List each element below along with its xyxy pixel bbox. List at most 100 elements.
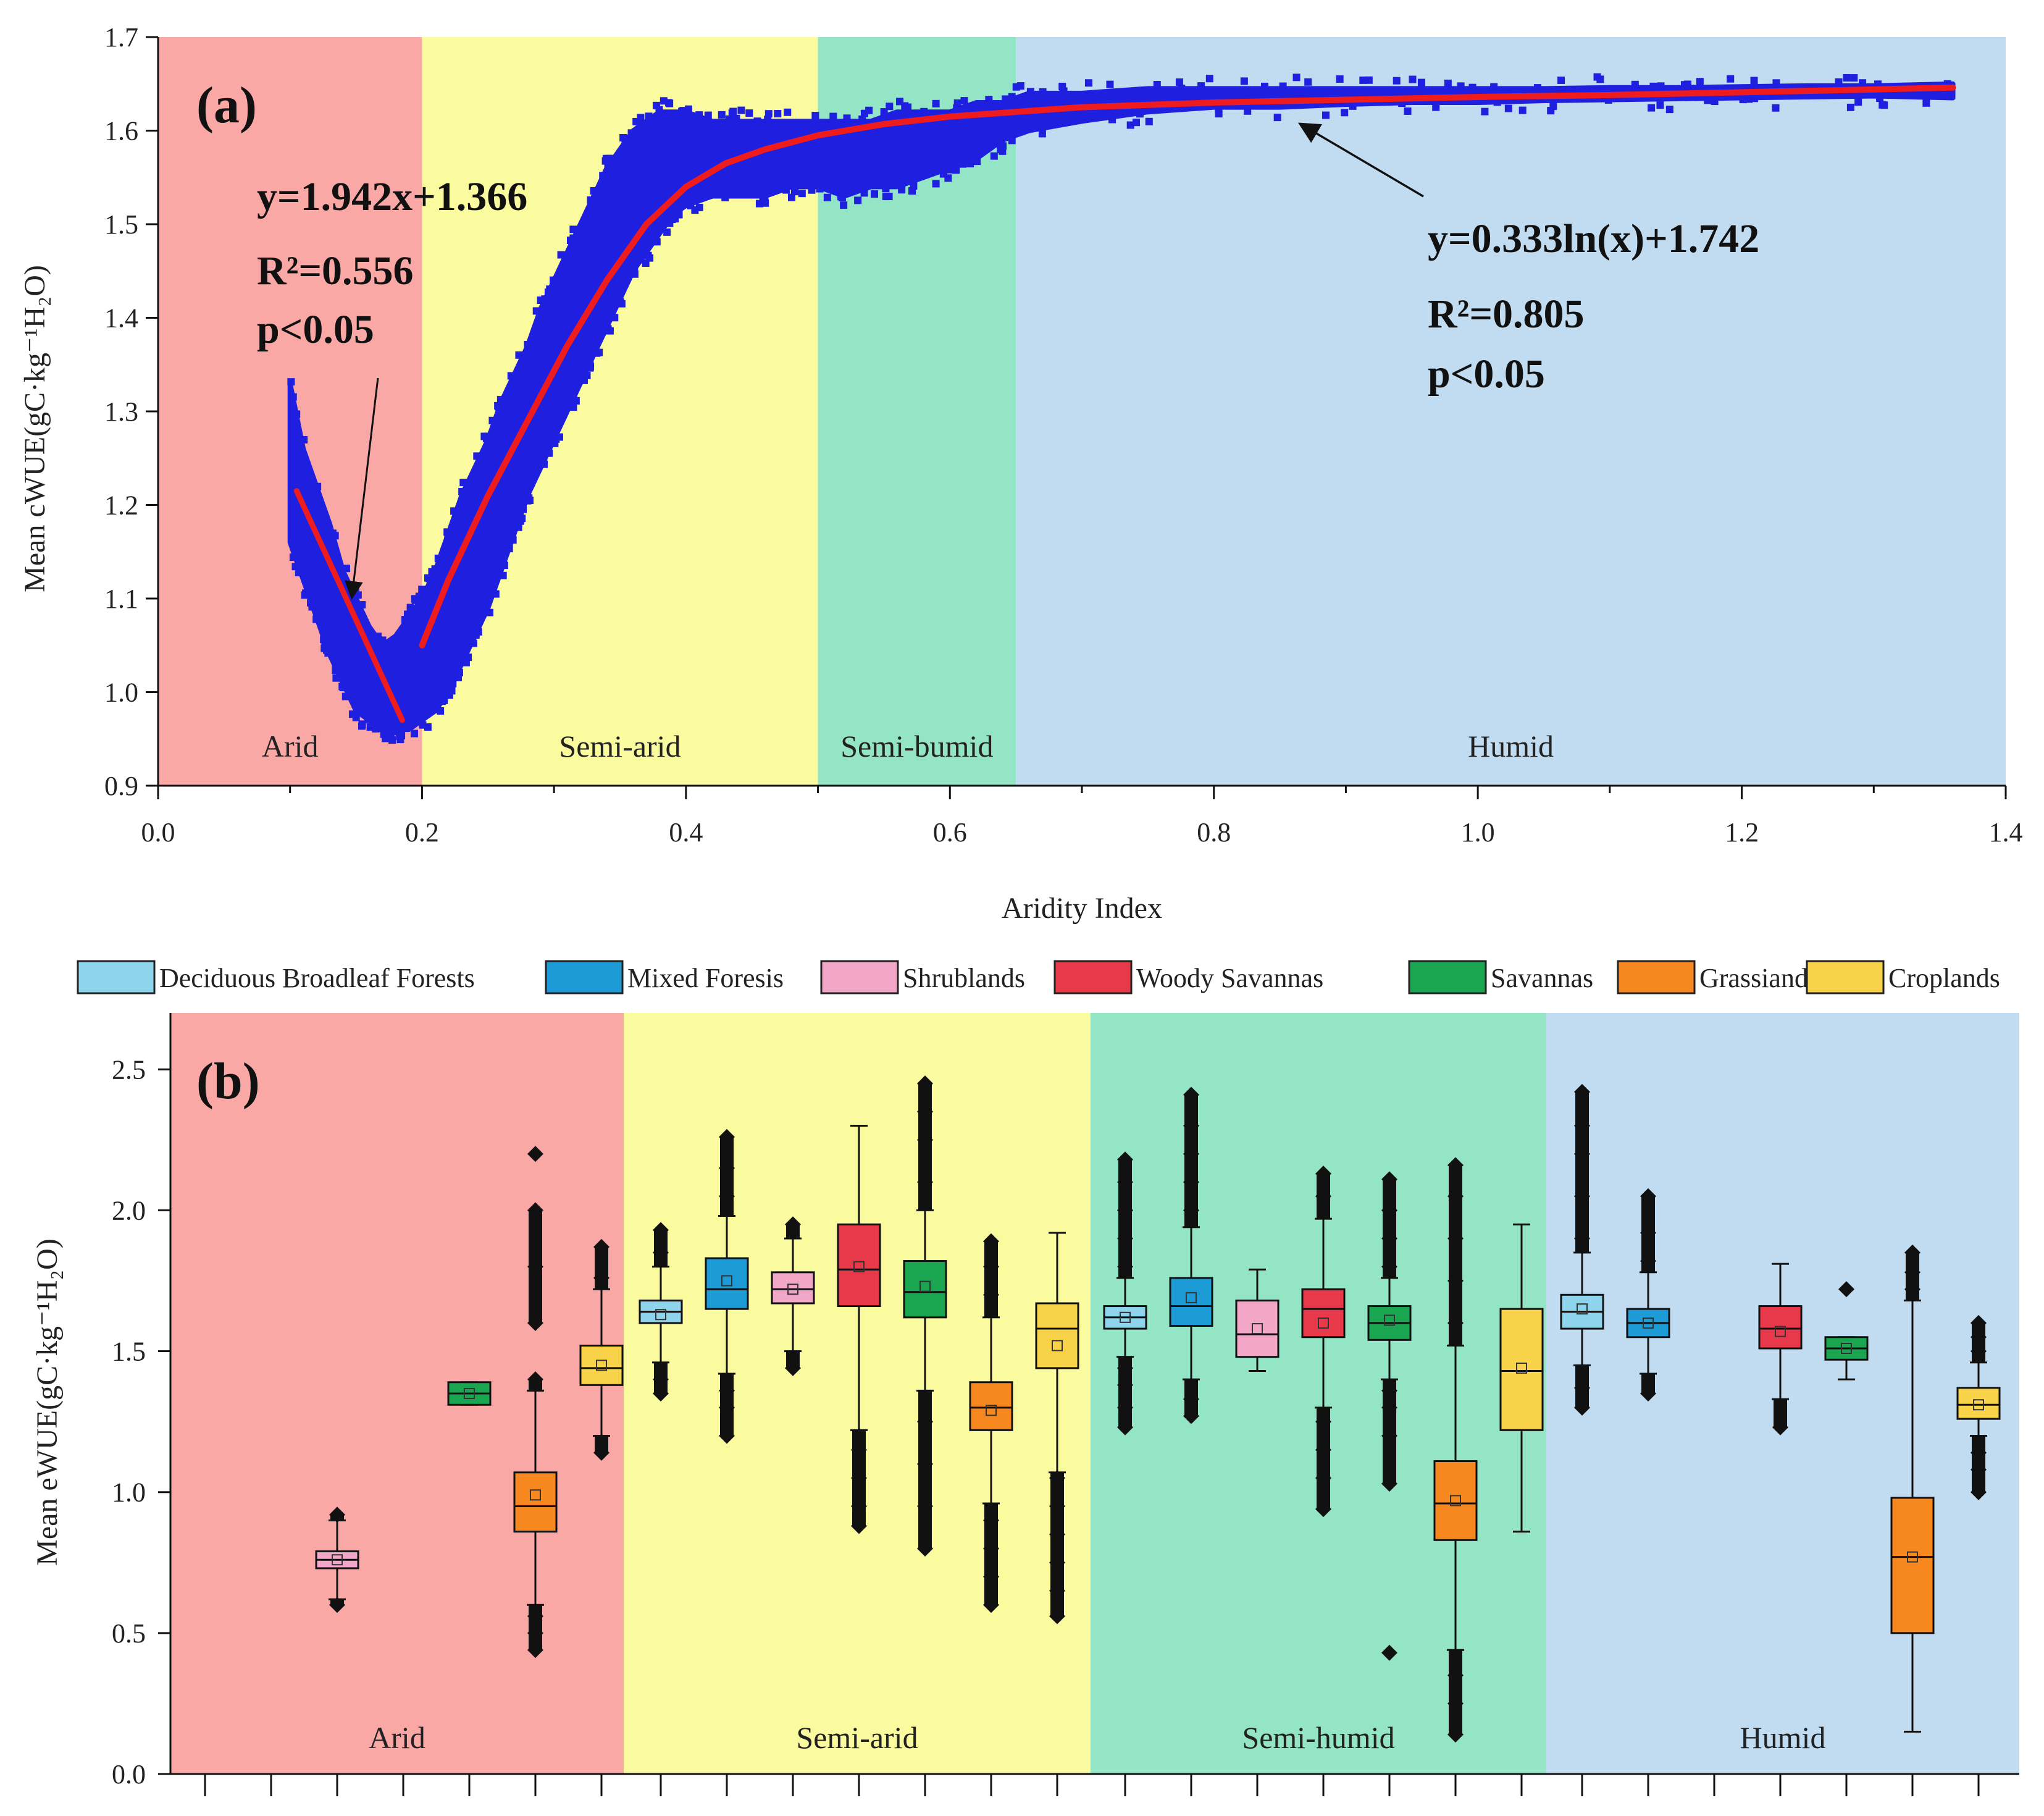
scatter-point bbox=[1178, 85, 1186, 93]
legend-label: Shrublands bbox=[903, 963, 1025, 993]
box-iqr bbox=[1035, 1302, 1079, 1369]
scatter-point bbox=[646, 254, 654, 262]
scatter-point bbox=[637, 114, 645, 122]
box-outlier bbox=[1838, 1281, 1854, 1298]
scatter-point bbox=[1432, 103, 1440, 111]
scatter-point bbox=[1336, 75, 1344, 83]
scatter-point bbox=[507, 372, 515, 380]
scatter-point bbox=[485, 608, 493, 616]
scatter-point bbox=[1711, 98, 1719, 106]
scatter-point bbox=[341, 692, 350, 700]
scatter-point bbox=[603, 157, 611, 165]
scatter-point bbox=[621, 137, 629, 145]
scatter-point bbox=[684, 105, 692, 113]
legend-item: Grassiands bbox=[1617, 960, 1819, 994]
scatter-point bbox=[1665, 106, 1673, 114]
scatter-point bbox=[1244, 107, 1252, 115]
legend-item: Mixed Foresis bbox=[545, 960, 784, 994]
legend-swatch bbox=[545, 960, 624, 994]
scatter-point bbox=[1136, 110, 1144, 118]
panel-a-annotations: y=1.942x+1.366 R²=0.556 p<0.05 y=0.333ln(x)… bbox=[257, 122, 1759, 600]
scatter-point bbox=[1704, 96, 1712, 104]
panel-a-zone-label: Arid bbox=[262, 729, 319, 763]
scatter-point bbox=[1843, 74, 1851, 82]
scatter-point bbox=[314, 482, 322, 490]
scatter-point bbox=[985, 96, 993, 104]
scatter-point bbox=[469, 639, 477, 647]
scatter-point bbox=[569, 403, 577, 411]
scatter-point bbox=[519, 352, 527, 360]
panel-b-zone-semi-humid bbox=[1091, 1013, 1546, 1774]
scatter-point bbox=[606, 327, 614, 335]
scatter-point bbox=[787, 193, 795, 201]
scatter-point bbox=[295, 569, 303, 577]
box-iqr bbox=[969, 1381, 1013, 1431]
scatter-point bbox=[1058, 82, 1066, 90]
scatter-point bbox=[1557, 76, 1565, 84]
y-tick-label: 0.9 bbox=[104, 771, 138, 801]
scatter-point bbox=[339, 683, 347, 691]
legend-label: Savannas bbox=[1491, 963, 1593, 993]
scatter-point bbox=[1656, 101, 1664, 109]
scatter-point bbox=[858, 115, 866, 123]
panel-b-axes: 0.0 0.5 1.0 1.5 2.0 2.5 bbox=[112, 1013, 2019, 1796]
scatter-point bbox=[1468, 83, 1476, 91]
box-mean bbox=[1052, 1340, 1063, 1351]
scatter-point bbox=[1657, 82, 1665, 90]
x-tick-label: 0.4 bbox=[669, 817, 703, 847]
scatter-point bbox=[342, 565, 350, 573]
y-tick-label: 2.0 bbox=[112, 1195, 146, 1225]
scatter-point bbox=[1518, 106, 1527, 114]
panel-a-x-axis-title: Aridity Index bbox=[1002, 892, 1162, 925]
scatter-point bbox=[838, 193, 846, 201]
box-savannas bbox=[1367, 1171, 1412, 1661]
scatter-point bbox=[764, 116, 772, 124]
scatter-point bbox=[406, 603, 414, 612]
scatter-point bbox=[1880, 101, 1888, 109]
scatter-point bbox=[687, 201, 695, 209]
box-iqr bbox=[1890, 1497, 1935, 1634]
scatter-point bbox=[840, 201, 848, 209]
scatter-point bbox=[728, 109, 736, 117]
y-tick-label: 1.0 bbox=[104, 678, 138, 708]
scatter-point bbox=[627, 129, 635, 137]
regression-annotation-linear: y=1.942x+1.366 bbox=[257, 174, 527, 219]
scatter-point bbox=[1596, 75, 1604, 83]
panel-b-y-axis-title: Mean eWUE(gC·kg⁻¹H₂O) bbox=[31, 1238, 64, 1566]
box-mean bbox=[655, 1309, 666, 1321]
scatter-point bbox=[398, 731, 406, 739]
box-grassiands bbox=[1433, 1157, 1478, 1743]
scatter-point bbox=[555, 433, 563, 441]
scatter-point bbox=[492, 590, 500, 598]
scatter-point bbox=[541, 295, 549, 303]
scatter-point bbox=[449, 679, 457, 687]
scatter-point bbox=[1002, 95, 1010, 103]
scatter-point bbox=[1084, 79, 1092, 87]
scatter-point bbox=[321, 640, 329, 648]
scatter-point bbox=[1846, 103, 1854, 111]
scatter-point bbox=[289, 553, 297, 561]
box-deciduous-broadleaf-forests bbox=[1103, 1151, 1147, 1436]
legend-label: Woody Savannas bbox=[1136, 963, 1323, 993]
box-savannas bbox=[447, 1381, 492, 1406]
box-grassiands bbox=[1890, 1244, 1935, 1733]
scatter-point bbox=[1859, 79, 1867, 87]
panel-a-zone-label: Semi-arid bbox=[559, 729, 681, 763]
scatter-point bbox=[990, 152, 998, 160]
box-iqr bbox=[1499, 1308, 1544, 1431]
scatter-point bbox=[663, 228, 671, 236]
legend-label: Deciduous Broadleaf Forests bbox=[159, 963, 475, 993]
scatter-point bbox=[1205, 75, 1213, 83]
scatter-point bbox=[1393, 77, 1401, 85]
x-tick-label: 1.2 bbox=[1725, 817, 1759, 847]
scatter-point bbox=[999, 142, 1007, 150]
scatter-point bbox=[896, 98, 904, 106]
scatter-point bbox=[1279, 82, 1287, 90]
scatter-point bbox=[540, 460, 548, 468]
box-mean bbox=[332, 1554, 343, 1566]
scatter-point bbox=[898, 186, 906, 194]
scatter-point bbox=[424, 574, 432, 582]
box-croplands bbox=[1035, 1232, 1079, 1625]
scatter-point bbox=[1341, 109, 1349, 117]
